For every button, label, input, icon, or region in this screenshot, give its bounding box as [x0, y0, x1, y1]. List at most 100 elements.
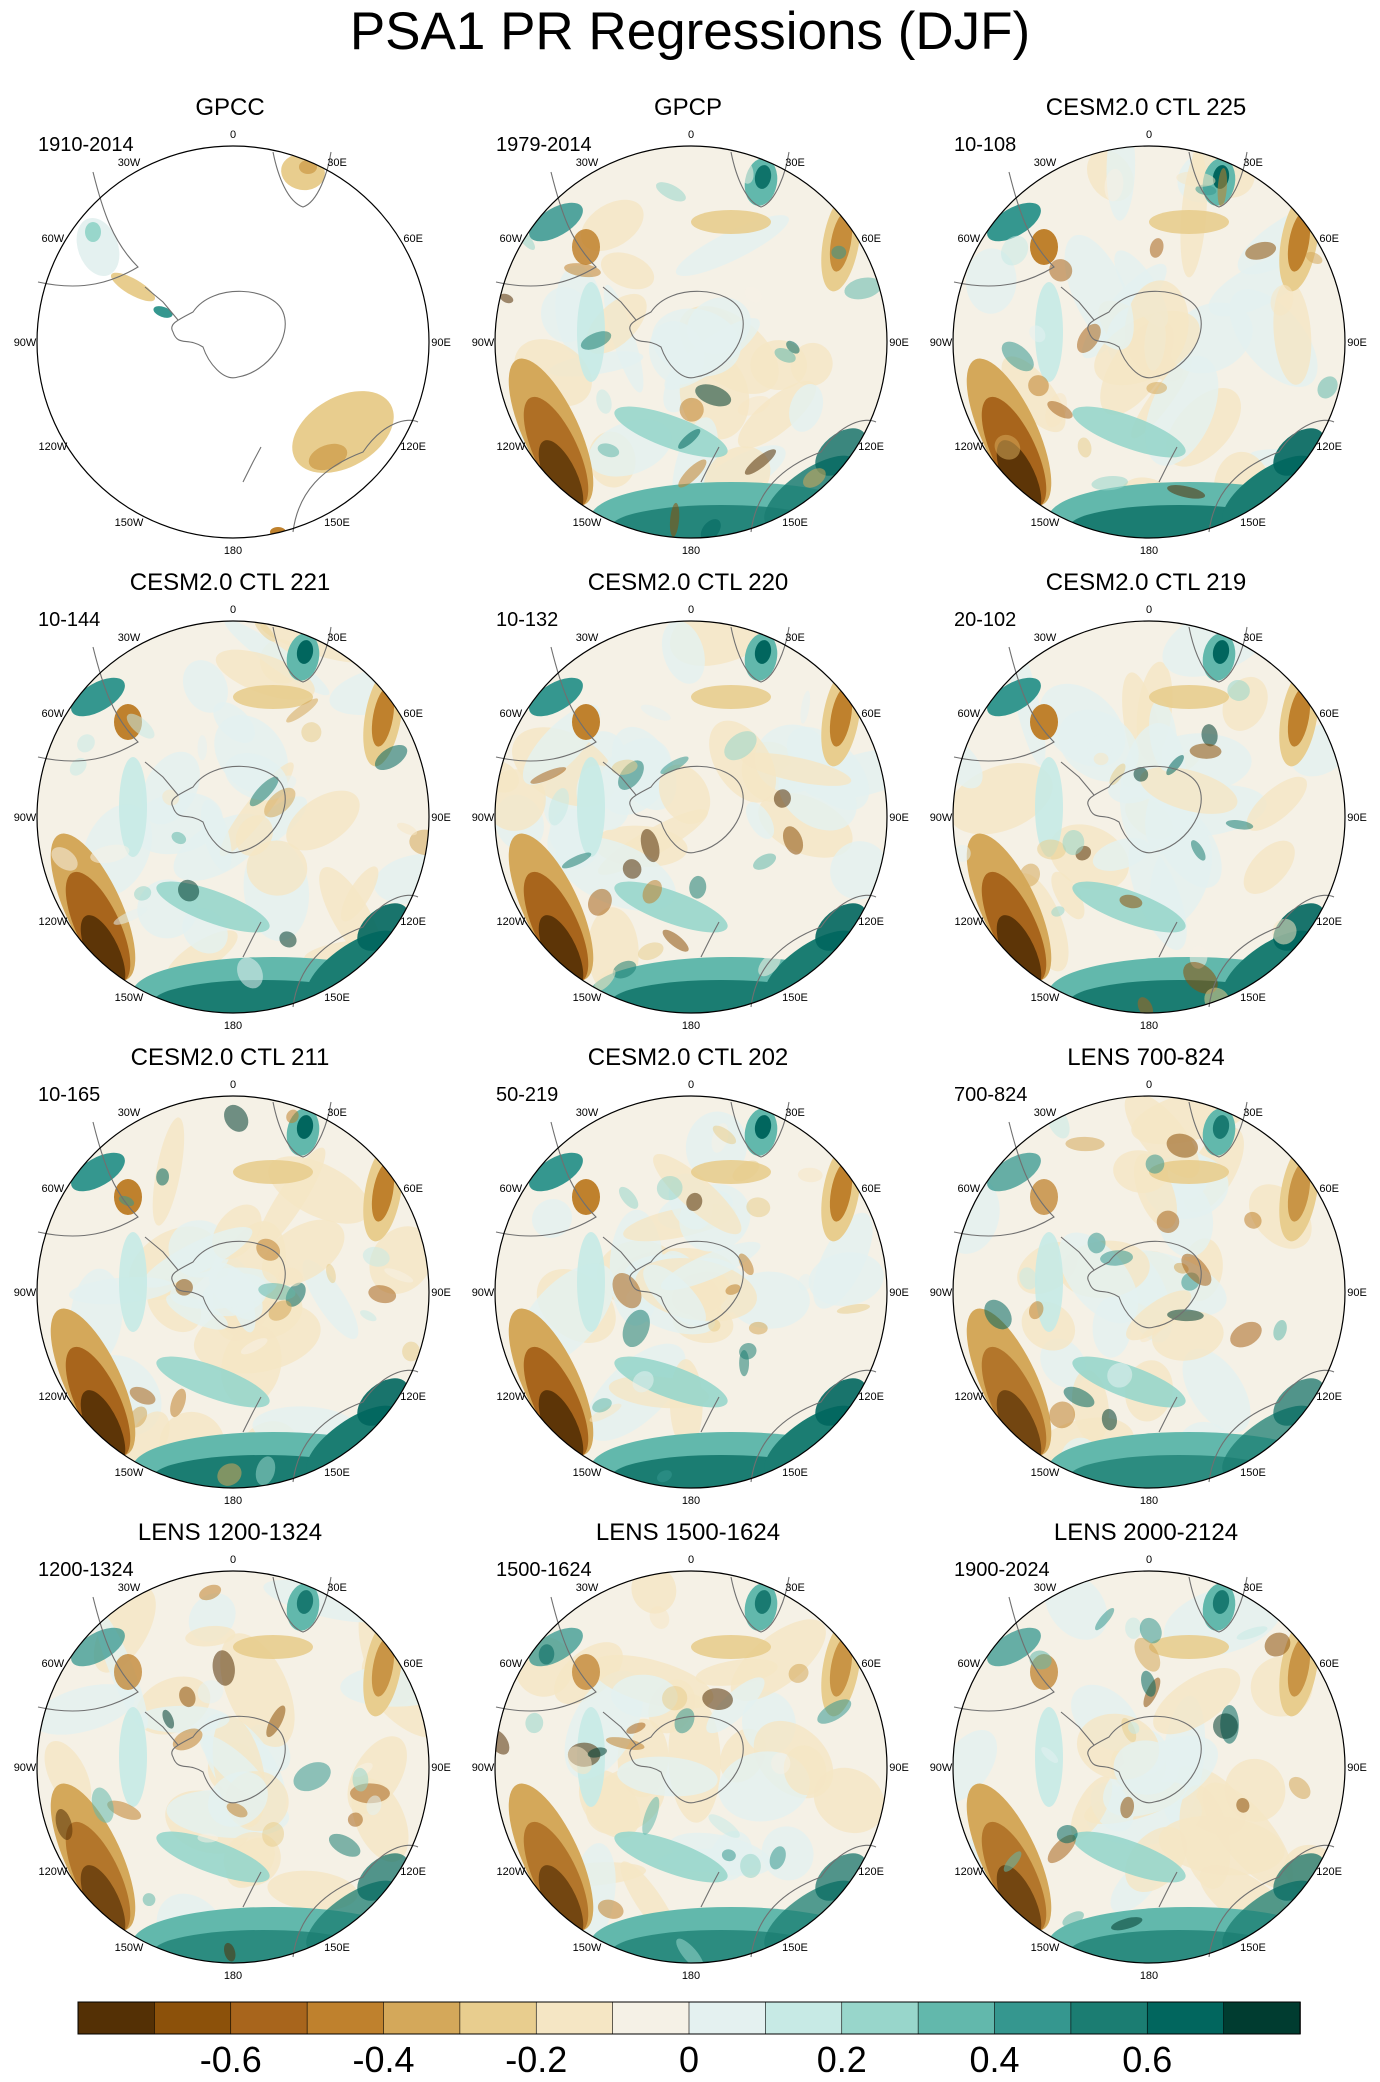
longitude-label: 120W: [954, 916, 983, 928]
map-boundary: [36, 620, 430, 1014]
longitude-label: 120W: [38, 1391, 67, 1403]
longitude-label: 60E: [861, 1658, 881, 1670]
longitude-label: 180: [224, 1970, 242, 1982]
longitude-label: 150E: [782, 1467, 808, 1479]
map-field: [37, 146, 429, 538]
map-boundary: [494, 1570, 888, 1964]
longitude-label: 0: [688, 129, 694, 141]
longitude-label: 30W: [576, 632, 599, 644]
colorbar-swatch: [1146, 2001, 1225, 2035]
polar-map: 0 30E 60E 90E 120E 150E 180 150W 120W 90W 60W 30W: [14, 604, 451, 1032]
colorbar-swatch: [459, 2001, 538, 2035]
longitude-label: 90W: [14, 812, 37, 824]
longitude-label: 90W: [472, 1287, 495, 1299]
map-panel: 0 30E 60E 90E 120E 150E 180 150W 120W 90W 60W 30W LE…: [0, 1425, 460, 1982]
longitude-label: 90W: [930, 1762, 953, 1774]
colorbar-swatch: [154, 2001, 232, 2035]
map-field: [495, 146, 887, 538]
map-boundary: [36, 145, 430, 539]
longitude-label: 0: [1146, 129, 1152, 141]
colorbar-swatch: [1070, 2001, 1149, 2035]
longitude-label: 150E: [782, 517, 808, 529]
panel-title: GPCC: [195, 94, 265, 121]
coastlines: [37, 151, 419, 533]
panel-title: LENS 1200-1324: [137, 1519, 323, 1546]
longitude-label: 150E: [324, 992, 350, 1004]
longitude-label: 30E: [1243, 632, 1263, 644]
longitude-label: 30E: [1243, 157, 1263, 169]
longitude-label: 150E: [1240, 1467, 1266, 1479]
panel-title: CESM2.0 CTL 225: [1045, 94, 1247, 121]
panel-year-range: 10-108: [954, 134, 1017, 156]
panel-title: CESM2.0 CTL 219: [1045, 569, 1247, 596]
longitude-label: 30E: [327, 157, 347, 169]
longitude-label: 150W: [573, 1942, 602, 1954]
longitude-label: 90E: [889, 1762, 909, 1774]
longitude-label: 30W: [1034, 157, 1057, 169]
polar-map: 0 30E 60E 90E 120E 150E 180 150W 120W 90W 60W 30W: [930, 1079, 1367, 1507]
coastlines: [495, 626, 877, 1008]
colorbar-swatch: [688, 2001, 767, 2035]
longitude-label: 120E: [1316, 1866, 1342, 1878]
map-panel: 0 30E 60E 90E 120E 150E 180 150W 120W 90W 60W 30W CE…: [458, 950, 918, 1507]
polar-map: 0 30E 60E 90E 120E 150E 180 150W 120W 90W 60W 30W: [472, 604, 909, 1032]
longitude-label: 60E: [861, 1183, 881, 1195]
polar-map: 0 30E 60E 90E 120E 150E 180 150W 120W 90W 60W 30W: [472, 1079, 909, 1507]
colorbar-swatch: [917, 2001, 996, 2035]
map-panel: 0 30E 60E 90E 120E 150E 180 150W 120W 90W 60W 30W GP…: [458, 0, 918, 557]
longitude-label: 60E: [861, 233, 881, 245]
longitude-label: 150W: [1031, 1942, 1060, 1954]
longitude-label: 120W: [496, 441, 525, 453]
longitude-label: 90W: [930, 1287, 953, 1299]
longitude-label: 60W: [500, 1183, 523, 1195]
longitude-label: 0: [230, 604, 236, 616]
panel-year-range: 10-144: [38, 609, 101, 631]
map-panel: 0 30E 60E 90E 120E 150E 180 150W 120W 90W 60W 30W CE…: [0, 950, 460, 1507]
longitude-label: 60E: [403, 708, 423, 720]
longitude-label: 30E: [785, 157, 805, 169]
longitude-label: 90E: [1347, 1287, 1367, 1299]
polar-map: 0 30E 60E 90E 120E 150E 180 150W 120W 90W 60W 30W: [472, 129, 909, 557]
map-boundary: [952, 620, 1346, 1014]
colorbar-tick-label: 0.6: [1122, 2039, 1172, 2080]
longitude-label: 120E: [858, 916, 884, 928]
panel-title: LENS 700-824: [1067, 1044, 1225, 1071]
colorbar-tick-label: 0.4: [969, 2039, 1019, 2080]
colorbar-tick-label: 0.2: [817, 2039, 867, 2080]
longitude-label: 30W: [1034, 632, 1057, 644]
map-boundary: [494, 145, 888, 539]
longitude-label: 30E: [785, 632, 805, 644]
colorbar-swatch: [994, 2001, 1072, 2035]
longitude-label: 180: [224, 1495, 242, 1507]
longitude-label: 180: [682, 1495, 700, 1507]
panel-title: CESM2.0 CTL 220: [587, 569, 789, 596]
longitude-label: 0: [1146, 1079, 1152, 1091]
map-field: [37, 621, 429, 1013]
longitude-label: 90E: [431, 337, 451, 349]
longitude-label: 60E: [1319, 233, 1339, 245]
coastlines: [37, 626, 419, 1008]
longitude-label: 120E: [858, 441, 884, 453]
longitude-label: 30E: [327, 1107, 347, 1119]
longitude-label: 150W: [1031, 992, 1060, 1004]
longitude-label: 60W: [500, 1658, 523, 1670]
longitude-label: 30W: [576, 1107, 599, 1119]
map-boundary: [36, 1095, 430, 1489]
longitude-label: 30W: [576, 1582, 599, 1594]
coastlines: [495, 1101, 877, 1483]
longitude-label: 60W: [500, 708, 523, 720]
colorbar-tick-label: -0.2: [505, 2039, 567, 2080]
longitude-label: 90W: [930, 337, 953, 349]
longitude-label: 30E: [327, 1582, 347, 1594]
longitude-label: 60E: [1319, 708, 1339, 720]
longitude-label: 150W: [115, 1942, 144, 1954]
longitude-label: 90W: [472, 1762, 495, 1774]
longitude-label: 120W: [38, 916, 67, 928]
longitude-label: 30W: [576, 157, 599, 169]
longitude-label: 120E: [1316, 441, 1342, 453]
longitude-label: 90W: [14, 1762, 37, 1774]
colorbar-swatch: [383, 2001, 461, 2035]
longitude-label: 0: [230, 129, 236, 141]
coastlines: [37, 1101, 419, 1483]
longitude-label: 150E: [324, 1467, 350, 1479]
